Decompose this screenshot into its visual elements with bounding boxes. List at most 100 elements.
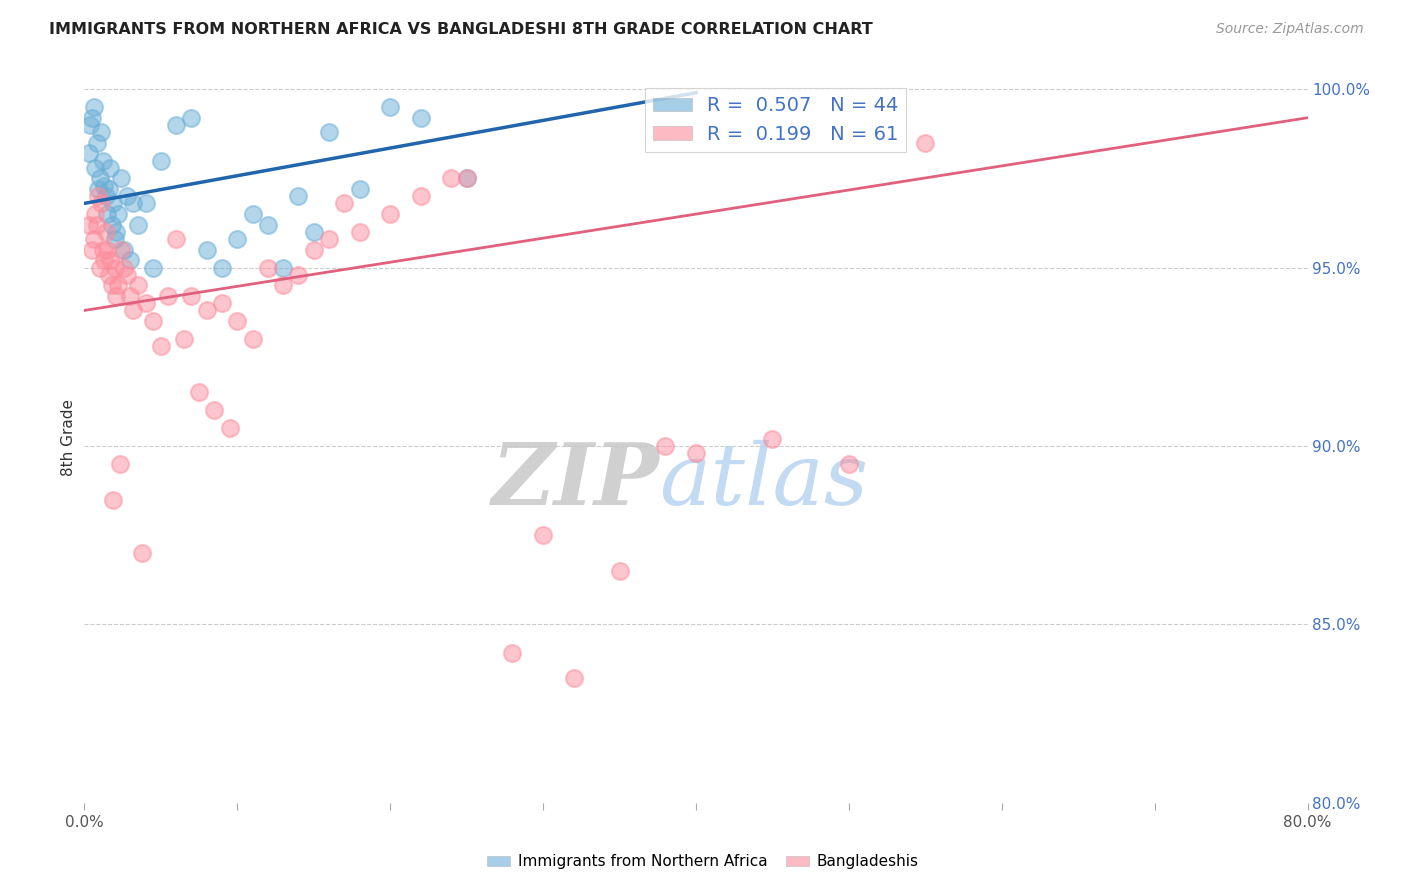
Legend: Immigrants from Northern Africa, Bangladeshis: Immigrants from Northern Africa, Banglad… (481, 848, 925, 875)
Point (98, 253, 121, 268)
Point (380, 207, 402, 221)
Y-axis label: 8th Grade: 8th Grade (60, 399, 76, 475)
Point (127, 218, 149, 232)
Point (257, 218, 280, 232)
Point (115, 268, 138, 282)
Point (110, 243, 132, 257)
Text: IMMIGRANTS FROM NORTHERN AFRICA VS BANGLADESHI 8TH GRADE CORRELATION CHART: IMMIGRANTS FROM NORTHERN AFRICA VS BANGL… (49, 22, 873, 37)
Point (94, 189, 117, 203)
Point (188, 385, 211, 400)
Point (173, 332, 195, 346)
Point (685, 446, 707, 460)
Point (142, 260, 165, 275)
Point (77, 146, 100, 161)
Point (83, 100, 105, 114)
Point (107, 278, 129, 293)
Point (149, 339, 172, 353)
Point (456, 171, 478, 186)
Point (157, 289, 180, 303)
Point (105, 225, 128, 239)
Point (609, 564, 631, 578)
Point (654, 439, 676, 453)
Point (94, 225, 117, 239)
Point (135, 196, 157, 211)
Point (211, 260, 233, 275)
Point (211, 296, 233, 310)
Point (456, 171, 478, 186)
Point (84, 207, 107, 221)
Point (80, 243, 103, 257)
Point (218, 421, 240, 435)
Point (93, 253, 115, 268)
Point (318, 232, 340, 246)
Point (287, 268, 309, 282)
Point (302, 243, 325, 257)
Point (77, 218, 100, 232)
Point (98, 161, 121, 175)
Point (112, 260, 135, 275)
Point (302, 225, 325, 239)
Text: ZIP: ZIP (492, 439, 659, 523)
Point (287, 189, 309, 203)
Point (122, 303, 145, 318)
Legend: R =  0.507   N = 44, R =  0.199   N = 61: R = 0.507 N = 44, R = 0.199 N = 61 (645, 88, 907, 152)
Point (103, 492, 125, 507)
Point (108, 457, 131, 471)
Point (89, 171, 111, 186)
Point (86, 218, 108, 232)
Point (122, 196, 145, 211)
Point (761, 432, 783, 446)
Point (333, 196, 356, 211)
Point (440, 171, 463, 186)
Point (93, 178, 115, 193)
Point (318, 125, 340, 139)
Point (104, 260, 127, 275)
Point (242, 332, 264, 346)
Point (79, 118, 101, 132)
Point (107, 207, 129, 221)
Point (97, 182, 120, 196)
Point (149, 153, 172, 168)
Point (90, 196, 112, 211)
Point (380, 100, 402, 114)
Point (226, 314, 249, 328)
Point (91, 243, 114, 257)
Point (914, 136, 936, 150)
Point (84, 161, 107, 175)
Point (105, 289, 128, 303)
Point (202, 403, 225, 417)
Point (86, 136, 108, 150)
Point (96, 243, 118, 257)
Point (257, 260, 280, 275)
Point (349, 225, 371, 239)
Point (80, 111, 103, 125)
Point (101, 218, 124, 232)
Point (127, 278, 149, 293)
Point (195, 303, 218, 318)
Point (87, 189, 110, 203)
Text: Source: ZipAtlas.com: Source: ZipAtlas.com (1216, 22, 1364, 37)
Point (89, 260, 111, 275)
Point (180, 111, 202, 125)
Point (838, 457, 860, 471)
Point (242, 207, 264, 221)
Point (96, 207, 118, 221)
Point (409, 189, 432, 203)
Point (180, 289, 202, 303)
Text: atlas: atlas (659, 440, 869, 523)
Point (103, 196, 125, 211)
Point (115, 189, 138, 203)
Point (83, 232, 105, 246)
Point (142, 314, 165, 328)
Point (165, 232, 187, 246)
Point (349, 182, 371, 196)
Point (271, 278, 294, 293)
Point (112, 243, 135, 257)
Point (226, 232, 249, 246)
Point (101, 278, 124, 293)
Point (531, 528, 554, 542)
Point (131, 546, 153, 560)
Point (271, 260, 294, 275)
Point (562, 671, 585, 685)
Point (409, 111, 432, 125)
